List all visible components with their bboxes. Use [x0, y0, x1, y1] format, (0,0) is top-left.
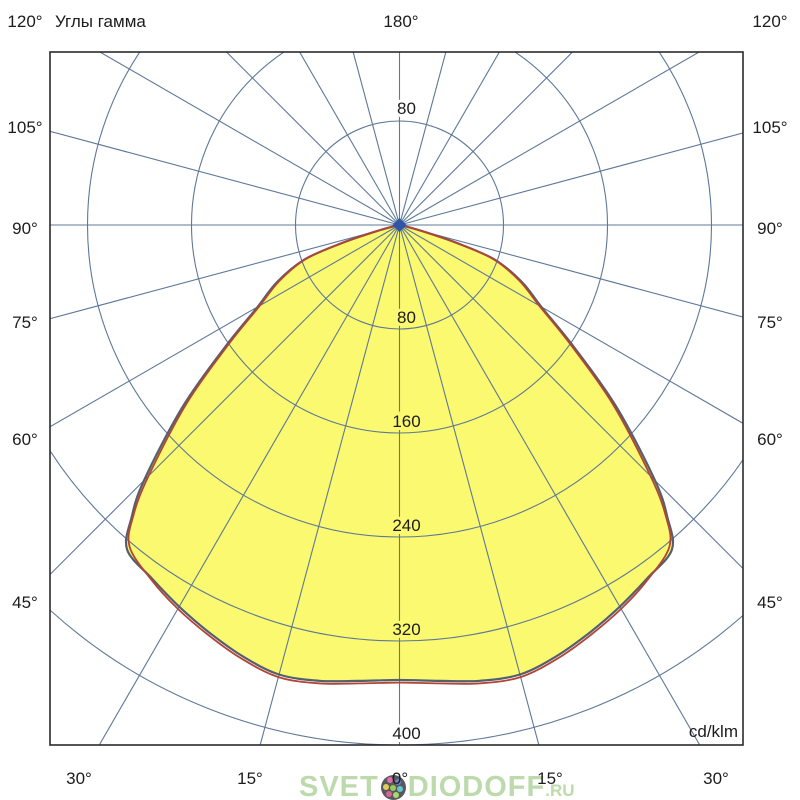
gamma-ray	[399, 224, 743, 570]
gamma-ray	[298, 52, 400, 226]
left-angle-label: 45°	[12, 593, 38, 612]
bottom-angle-label: 30°	[703, 769, 729, 788]
watermark: SVET DIODOFF .RU	[299, 771, 575, 800]
gamma-ray	[50, 224, 400, 428]
bottom-angle-label: 30°	[66, 769, 92, 788]
gamma-ray	[225, 52, 400, 226]
gamma-ray	[352, 52, 401, 226]
watermark-domain-suffix: .RU	[545, 781, 575, 800]
gamma-ray	[399, 52, 501, 226]
bottom-angle-label: 15°	[237, 769, 263, 788]
gamma-ray	[398, 224, 540, 745]
radial-tick-label: 400	[392, 724, 420, 743]
gamma-ray	[98, 52, 400, 226]
right-angle-label: 120°	[752, 12, 787, 31]
left-angle-label: 90°	[12, 219, 38, 238]
bottom-angle-label: 0°	[392, 769, 408, 788]
radial-tick-label: 240	[392, 516, 420, 535]
right-angle-label: 90°	[757, 219, 783, 238]
gamma-ray	[399, 224, 743, 424]
left-angle-label: 75°	[12, 313, 38, 332]
radial-tick-label-upper: 80	[397, 99, 416, 118]
plot-border	[49, 51, 744, 746]
intensity-curve-c0-c180	[127, 223, 672, 685]
radial-tick-label: 160	[392, 412, 420, 431]
intensity-curve-c90-c270	[124, 223, 675, 683]
gamma-ray	[50, 130, 400, 226]
chart-title: Углы гамма	[55, 12, 146, 31]
gamma-ray	[399, 52, 574, 226]
gamma-ray	[398, 52, 447, 226]
left-angle-label: 120°	[7, 12, 42, 31]
right-angle-label: 75°	[757, 313, 783, 332]
bottom-angle-label: 15°	[537, 769, 563, 788]
color-dots-circle-logo-icon	[380, 774, 406, 800]
right-angle-label: 60°	[757, 430, 783, 449]
unit-label: cd/klm	[689, 722, 738, 741]
labels-layer: Углы гамма 180° cd/klm 120° 120° 105° 105° 9…	[7, 12, 787, 788]
right-angle-label: 45°	[757, 593, 783, 612]
watermark-text-left: SVET	[299, 771, 379, 800]
gamma-ray	[98, 224, 400, 745]
radial-tick-label: 320	[392, 620, 420, 639]
radial-tick-label: 80	[397, 308, 416, 327]
gamma-ray	[399, 52, 701, 226]
pole-marker	[392, 218, 407, 232]
intensity-curves-layer	[124, 223, 675, 685]
gamma-ray	[50, 224, 400, 320]
top-axis-label: 180°	[383, 12, 418, 31]
gamma-ray	[399, 224, 743, 318]
left-angle-label: 60°	[12, 430, 38, 449]
right-angle-label: 105°	[752, 118, 787, 137]
left-angle-label: 105°	[7, 118, 42, 137]
gamma-ray	[50, 224, 400, 576]
watermark-text-right: DIODOFF	[407, 771, 546, 800]
gamma-ray	[259, 224, 401, 745]
gamma-ray	[399, 132, 743, 226]
gamma-ray	[399, 224, 701, 745]
